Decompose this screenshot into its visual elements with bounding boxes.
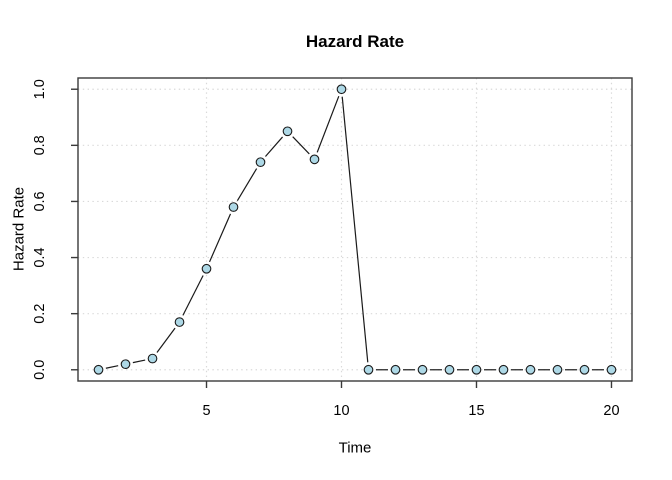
- data-point: [417, 364, 428, 375]
- data-point: [309, 154, 320, 165]
- x-tick-label: 15: [468, 403, 484, 419]
- data-point: [498, 364, 509, 375]
- data-point: [120, 359, 131, 370]
- data-point: [471, 364, 482, 375]
- data-point: [525, 364, 536, 375]
- series-line-segment: [105, 365, 119, 369]
- series-line-segment: [182, 275, 204, 316]
- y-tick-label: 0.4: [32, 247, 48, 267]
- series-line-segment: [132, 359, 146, 364]
- series-line-segment: [292, 136, 310, 155]
- data-point: [363, 364, 374, 375]
- series-line-segment: [341, 96, 369, 363]
- data-point: [390, 364, 401, 375]
- y-tick-label: 0.8: [32, 135, 48, 155]
- data-point: [93, 364, 104, 375]
- chart-title: Hazard Rate: [305, 32, 405, 51]
- series-line-segment: [236, 168, 258, 201]
- data-point: [201, 263, 212, 274]
- y-tick-label: 0.2: [32, 304, 48, 324]
- data-point: [444, 364, 455, 375]
- series-line-segment: [264, 136, 284, 157]
- x-tick-label: 5: [202, 403, 210, 419]
- data-point: [255, 157, 266, 168]
- data-point: [147, 353, 158, 364]
- data-point: [336, 84, 347, 95]
- y-tick-label: 0.6: [32, 191, 48, 211]
- data-point: [228, 202, 239, 212]
- data-point: [282, 126, 293, 137]
- x-tick-label: 20: [603, 403, 619, 419]
- series-line-segment: [316, 96, 340, 153]
- data-point: [174, 317, 185, 327]
- y-tick-label: 1.0: [32, 79, 48, 99]
- y-tick-label: 0.0: [32, 360, 48, 380]
- series-line-segment: [156, 327, 176, 353]
- plot-box: [77, 77, 633, 382]
- data-point: [552, 364, 563, 375]
- x-axis-label: Time: [338, 439, 372, 457]
- data-point: [606, 364, 617, 375]
- x-tick-label: 10: [333, 403, 349, 419]
- data-point: [579, 364, 590, 375]
- series-line-segment: [208, 213, 232, 263]
